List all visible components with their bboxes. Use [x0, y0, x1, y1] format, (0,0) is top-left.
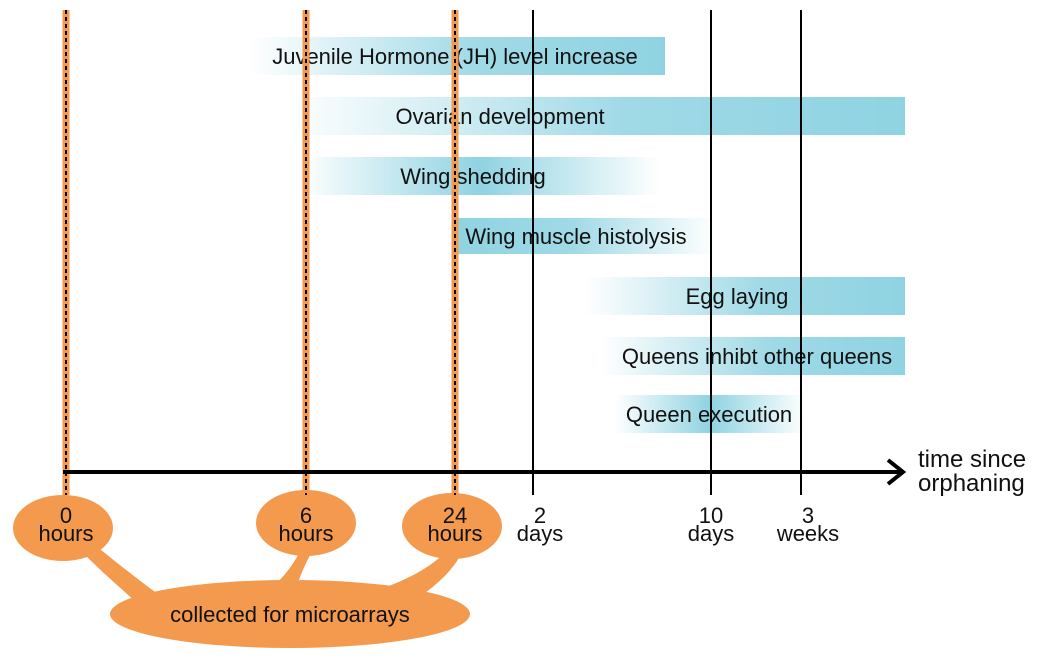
timepoint-blob-24h: [402, 493, 502, 559]
timepoint-unit: weeks: [776, 521, 839, 546]
process-bar-label: Queen execution: [626, 402, 792, 427]
timepoint-unit: hours: [278, 521, 333, 546]
collection-label: collected for microarrays: [170, 602, 410, 627]
timepoint-value: 2: [534, 503, 546, 528]
process-bar-label: Ovarian development: [395, 104, 604, 129]
timepoint-unit: hours: [427, 521, 482, 546]
time-axis: time since orphaning: [63, 446, 1026, 497]
timepoint-value: 3: [802, 503, 814, 528]
process-bar-label: Wing shedding: [400, 164, 546, 189]
axis-arrowhead: [886, 458, 907, 486]
timepoint-blob-6h: [256, 490, 356, 556]
process-bar: [585, 277, 905, 315]
process-bar-label: Queens inhibt other queens: [622, 344, 892, 369]
timepoint-value: 24: [443, 503, 467, 528]
process-bar: [455, 218, 715, 254]
timepoint-unit: days: [517, 521, 563, 546]
microarray-collection-group: collected for microarrays: [13, 490, 502, 648]
collection-ellipse: [110, 580, 470, 648]
axis-title-line1: time since: [918, 446, 1026, 473]
timepoint-lines: [62, 10, 802, 495]
axis-title-line2: orphaning: [918, 470, 1025, 497]
timepoint-value: 10: [699, 503, 723, 528]
process-bar: [300, 157, 660, 195]
process-bar: [600, 337, 905, 375]
timepoint-blob-0h: [13, 495, 113, 561]
timepoint-value: 6: [300, 503, 312, 528]
timepoint-unit: days: [688, 521, 734, 546]
process-bar-label: Wing muscle histolysis: [465, 224, 686, 249]
timepoint-value: 0: [60, 503, 72, 528]
process-bar-label: Egg laying: [686, 284, 789, 309]
process-bars: Juvenile Hormone (JH) level increaseOvar…: [250, 37, 905, 433]
timepoint-unit: hours: [38, 521, 93, 546]
